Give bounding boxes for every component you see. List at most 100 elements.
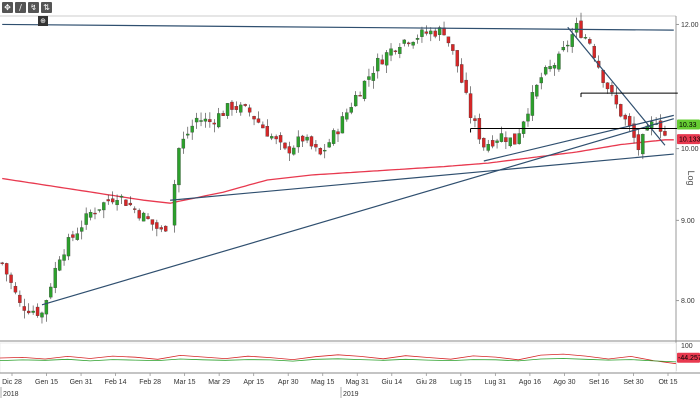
candle[interactable] bbox=[150, 219, 155, 231]
candle[interactable] bbox=[530, 85, 535, 121]
candle[interactable] bbox=[124, 199, 128, 206]
candle[interactable] bbox=[309, 135, 314, 150]
candle[interactable] bbox=[0, 261, 4, 266]
candle[interactable] bbox=[212, 119, 216, 133]
candle[interactable] bbox=[243, 103, 247, 108]
candle[interactable] bbox=[636, 128, 641, 156]
candle[interactable] bbox=[610, 81, 614, 97]
candle[interactable] bbox=[270, 133, 274, 141]
candle[interactable] bbox=[265, 119, 270, 137]
candle[interactable] bbox=[526, 108, 530, 127]
candle[interactable] bbox=[583, 34, 588, 40]
candle[interactable] bbox=[508, 137, 513, 148]
candle[interactable] bbox=[402, 39, 406, 47]
candle[interactable] bbox=[314, 139, 318, 152]
candle[interactable] bbox=[194, 112, 199, 129]
candle[interactable] bbox=[446, 36, 451, 47]
candle[interactable] bbox=[460, 58, 464, 84]
candle[interactable] bbox=[66, 233, 71, 261]
candle[interactable] bbox=[22, 298, 26, 319]
candle[interactable] bbox=[345, 108, 349, 122]
candle[interactable] bbox=[429, 27, 433, 42]
candle[interactable] bbox=[88, 209, 93, 221]
candle[interactable] bbox=[424, 25, 429, 36]
candle[interactable] bbox=[504, 131, 508, 150]
candle[interactable] bbox=[296, 130, 300, 153]
candle[interactable] bbox=[420, 26, 424, 43]
candle[interactable] bbox=[4, 262, 9, 282]
candle[interactable] bbox=[278, 132, 283, 150]
candle[interactable] bbox=[163, 225, 168, 232]
candle[interactable] bbox=[283, 142, 287, 151]
candle[interactable] bbox=[393, 49, 398, 55]
candle[interactable] bbox=[349, 102, 353, 115]
candle[interactable] bbox=[80, 220, 84, 240]
candle[interactable] bbox=[71, 230, 75, 242]
candle[interactable] bbox=[155, 219, 159, 237]
candle[interactable] bbox=[353, 91, 358, 107]
candle[interactable] bbox=[415, 34, 420, 44]
candle[interactable] bbox=[371, 66, 376, 89]
line-tool-icon[interactable]: ∕ bbox=[15, 2, 26, 13]
candle[interactable] bbox=[548, 59, 552, 72]
candle[interactable] bbox=[225, 103, 230, 119]
candle[interactable] bbox=[27, 303, 31, 315]
candle[interactable] bbox=[490, 135, 495, 149]
candle[interactable] bbox=[53, 261, 57, 294]
candle[interactable] bbox=[261, 121, 265, 129]
candle[interactable] bbox=[133, 206, 137, 214]
candle[interactable] bbox=[451, 44, 455, 55]
candle[interactable] bbox=[62, 249, 66, 266]
candle[interactable] bbox=[513, 133, 517, 145]
candle[interactable] bbox=[473, 115, 477, 128]
zoom-in-icon[interactable]: ⊕ bbox=[38, 16, 48, 26]
candle[interactable] bbox=[35, 303, 40, 318]
candle[interactable] bbox=[468, 86, 473, 124]
fibonacci-tool-icon[interactable]: ↯ bbox=[28, 2, 39, 13]
candle[interactable] bbox=[543, 65, 548, 76]
candle[interactable] bbox=[137, 208, 141, 221]
candle[interactable] bbox=[18, 290, 22, 307]
candle[interactable] bbox=[433, 27, 437, 39]
candle[interactable] bbox=[398, 43, 402, 59]
candle[interactable] bbox=[517, 128, 521, 145]
candle[interactable] bbox=[97, 209, 102, 213]
candle[interactable] bbox=[256, 111, 261, 124]
candle[interactable] bbox=[247, 104, 252, 117]
candle[interactable] bbox=[406, 41, 411, 47]
candle[interactable] bbox=[274, 134, 278, 145]
candle[interactable] bbox=[146, 213, 150, 220]
candle[interactable] bbox=[102, 201, 106, 219]
candle[interactable] bbox=[539, 72, 543, 90]
candle[interactable] bbox=[566, 40, 570, 53]
candle[interactable] bbox=[340, 112, 345, 134]
candle[interactable] bbox=[499, 126, 504, 143]
candle[interactable] bbox=[619, 103, 623, 118]
candle[interactable] bbox=[455, 50, 459, 73]
candle[interactable] bbox=[521, 120, 526, 138]
candle[interactable] bbox=[106, 194, 110, 205]
candle[interactable] bbox=[141, 211, 146, 222]
candle[interactable] bbox=[588, 37, 592, 45]
candle[interactable] bbox=[75, 227, 80, 241]
candle[interactable] bbox=[300, 134, 305, 148]
candle[interactable] bbox=[331, 128, 336, 146]
candle[interactable] bbox=[221, 110, 225, 117]
candle[interactable] bbox=[49, 283, 53, 300]
candle[interactable] bbox=[292, 145, 296, 156]
candle[interactable] bbox=[208, 112, 212, 128]
candle[interactable] bbox=[57, 256, 62, 272]
candle[interactable] bbox=[663, 125, 667, 137]
candle[interactable] bbox=[305, 134, 309, 144]
candle[interactable] bbox=[574, 17, 579, 38]
candle[interactable] bbox=[181, 131, 186, 154]
candle[interactable] bbox=[186, 126, 190, 139]
candle[interactable] bbox=[172, 179, 177, 233]
candle[interactable] bbox=[411, 41, 415, 49]
candle[interactable] bbox=[199, 112, 203, 127]
candle[interactable] bbox=[535, 84, 539, 99]
candle[interactable] bbox=[561, 41, 566, 52]
candle[interactable] bbox=[552, 62, 557, 76]
candle[interactable] bbox=[623, 113, 627, 126]
candle[interactable] bbox=[31, 305, 35, 315]
